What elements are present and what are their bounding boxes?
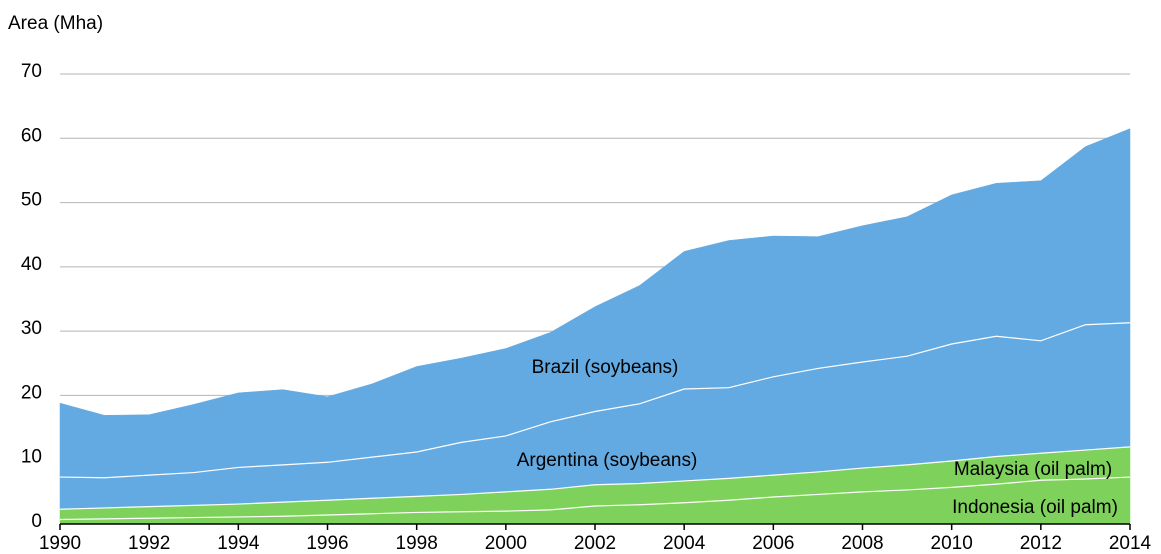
x-tick-label: 2002: [574, 533, 616, 554]
series-label: Indonesia (oil palm): [952, 497, 1118, 518]
x-tick-label: 2014: [1109, 533, 1152, 554]
x-tick-label: 1994: [217, 533, 260, 554]
x-tick-label: 2008: [841, 533, 883, 554]
y-tick-label: 70: [21, 61, 42, 82]
x-tick-label: 1998: [396, 533, 438, 554]
x-tick-label: 2004: [663, 533, 706, 554]
series-boundary: [59, 322, 1131, 479]
series-label: Brazil (soybeans): [532, 357, 679, 378]
series-boundary: [59, 476, 1131, 521]
series-label: Malaysia (oil palm): [954, 459, 1112, 480]
x-tick-label: 2000: [485, 533, 527, 554]
y-tick-label: 0: [31, 511, 42, 532]
x-tick-label: 1990: [39, 533, 81, 554]
x-tick-label: 1992: [128, 533, 170, 554]
y-tick-label: 40: [21, 254, 42, 275]
series-label: Argentina (soybeans): [517, 450, 698, 471]
x-tick-label: 1996: [306, 533, 348, 554]
x-tick-label: 2012: [1020, 533, 1062, 554]
y-tick-label: 10: [21, 447, 42, 468]
y-tick-label: 60: [21, 125, 42, 146]
y-tick-label: 30: [21, 318, 42, 339]
series-boundary: [59, 446, 1131, 510]
x-tick-label: 2010: [931, 533, 973, 554]
x-tick-label: 2006: [752, 533, 794, 554]
y-tick-label: 50: [21, 190, 42, 211]
y-tick-label: 20: [21, 382, 42, 403]
y-axis-label: Area (Mha): [8, 13, 103, 34]
